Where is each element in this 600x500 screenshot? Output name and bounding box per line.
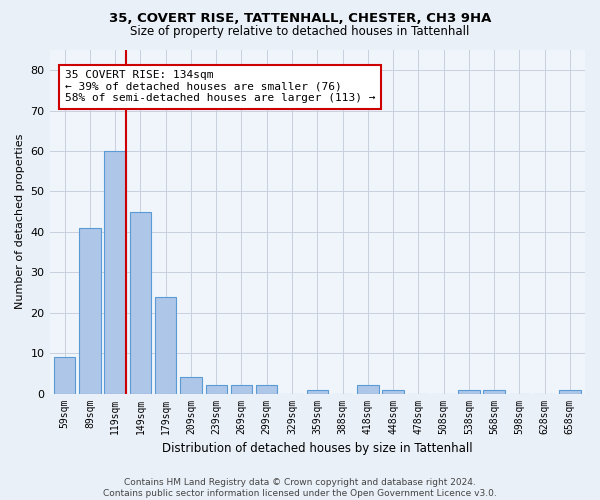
Bar — [180, 378, 202, 394]
Bar — [79, 228, 101, 394]
Bar — [104, 151, 126, 394]
Bar — [458, 390, 479, 394]
Text: 35, COVERT RISE, TATTENHALL, CHESTER, CH3 9HA: 35, COVERT RISE, TATTENHALL, CHESTER, CH… — [109, 12, 491, 26]
Bar — [357, 386, 379, 394]
Bar — [307, 390, 328, 394]
Text: Contains HM Land Registry data © Crown copyright and database right 2024.
Contai: Contains HM Land Registry data © Crown c… — [103, 478, 497, 498]
Bar — [231, 386, 252, 394]
Bar — [206, 386, 227, 394]
Text: 35 COVERT RISE: 134sqm
← 39% of detached houses are smaller (76)
58% of semi-det: 35 COVERT RISE: 134sqm ← 39% of detached… — [65, 70, 375, 103]
Bar — [54, 357, 76, 394]
Bar — [484, 390, 505, 394]
Text: Size of property relative to detached houses in Tattenhall: Size of property relative to detached ho… — [130, 25, 470, 38]
Bar — [382, 390, 404, 394]
Y-axis label: Number of detached properties: Number of detached properties — [15, 134, 25, 310]
X-axis label: Distribution of detached houses by size in Tattenhall: Distribution of detached houses by size … — [162, 442, 473, 455]
Bar — [130, 212, 151, 394]
Bar — [559, 390, 581, 394]
Bar — [256, 386, 277, 394]
Bar — [155, 296, 176, 394]
